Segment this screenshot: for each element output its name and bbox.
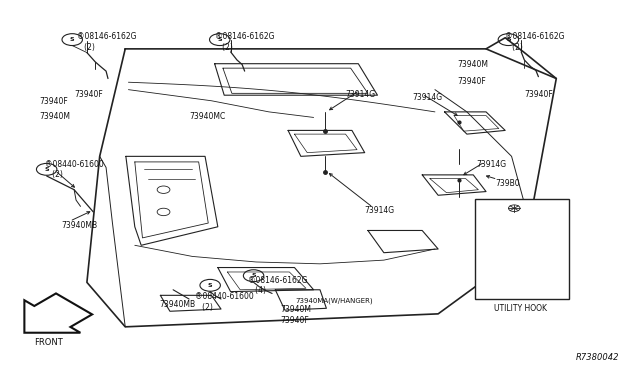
Text: ®08146-6162G
   (2): ®08146-6162G (2)	[505, 32, 564, 52]
Text: 73940MC: 73940MC	[189, 112, 225, 121]
Text: 73940M: 73940M	[458, 60, 488, 69]
Text: 73914G: 73914G	[346, 90, 376, 99]
Polygon shape	[24, 294, 92, 333]
Text: 73940MB: 73940MB	[61, 221, 97, 230]
Text: 73914G: 73914G	[476, 160, 507, 169]
Text: 73940MA(W/HANGER): 73940MA(W/HANGER)	[296, 297, 373, 304]
Text: ®08146-6162G
   (2): ®08146-6162G (2)	[214, 32, 274, 52]
FancyBboxPatch shape	[474, 199, 569, 299]
Text: 73940MB: 73940MB	[159, 300, 195, 309]
Text: ®08146-6162G
   (4): ®08146-6162G (4)	[248, 276, 308, 295]
Text: 73940F: 73940F	[74, 90, 103, 99]
Text: 739B0: 739B0	[495, 179, 520, 187]
Text: S: S	[44, 167, 49, 172]
Text: R7380042: R7380042	[575, 353, 619, 362]
Text: ®08440-61600
   (2): ®08440-61600 (2)	[45, 160, 104, 179]
Text: 73940F: 73940F	[524, 90, 553, 99]
Text: UTILITY HOOK: UTILITY HOOK	[494, 304, 547, 313]
Text: 79936M: 79936M	[505, 206, 536, 215]
Text: 73914G: 73914G	[365, 206, 395, 215]
Text: S: S	[218, 37, 222, 42]
Text: 73940F: 73940F	[280, 317, 309, 326]
Text: FRONT: FRONT	[34, 338, 63, 347]
Text: S: S	[208, 283, 212, 288]
Text: S: S	[252, 273, 256, 278]
Text: S: S	[70, 37, 74, 42]
Text: S: S	[506, 37, 511, 42]
Text: 73940M: 73940M	[280, 305, 312, 314]
Text: ®08440-61600
   (2): ®08440-61600 (2)	[195, 292, 254, 312]
Text: 73914G: 73914G	[413, 93, 443, 102]
Text: ®08146-6162G
   (2): ®08146-6162G (2)	[77, 32, 137, 52]
Text: 73940M: 73940M	[39, 112, 70, 121]
Text: 73940F: 73940F	[458, 77, 486, 86]
Text: 73940F: 73940F	[39, 97, 68, 106]
